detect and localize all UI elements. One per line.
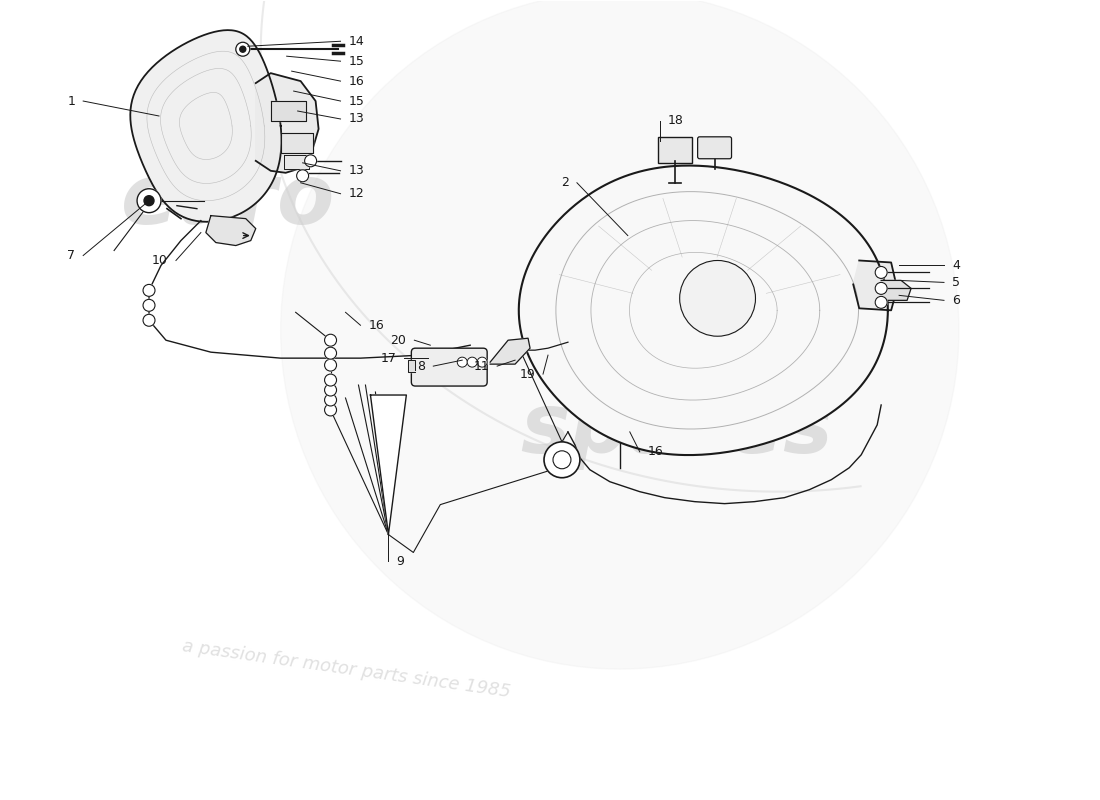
- Polygon shape: [408, 360, 416, 372]
- Text: 7: 7: [67, 249, 75, 262]
- Polygon shape: [255, 73, 319, 173]
- Circle shape: [324, 384, 337, 396]
- Circle shape: [324, 347, 337, 359]
- Polygon shape: [519, 166, 888, 455]
- FancyBboxPatch shape: [658, 137, 692, 163]
- Text: 5: 5: [952, 276, 960, 289]
- Polygon shape: [491, 338, 530, 364]
- Polygon shape: [206, 216, 255, 246]
- Text: 13: 13: [349, 113, 364, 126]
- Polygon shape: [881, 281, 911, 300]
- Circle shape: [477, 357, 487, 367]
- Polygon shape: [130, 30, 282, 222]
- Circle shape: [876, 296, 887, 308]
- Text: 15: 15: [349, 94, 364, 107]
- Circle shape: [144, 196, 154, 206]
- FancyBboxPatch shape: [697, 137, 732, 158]
- Text: 19: 19: [519, 367, 535, 381]
- Circle shape: [544, 442, 580, 478]
- Circle shape: [324, 394, 337, 406]
- Circle shape: [143, 314, 155, 326]
- Circle shape: [297, 170, 309, 182]
- Text: 1: 1: [67, 94, 75, 107]
- Text: 12: 12: [349, 187, 364, 200]
- Polygon shape: [280, 133, 312, 153]
- Text: 15: 15: [349, 54, 364, 68]
- Circle shape: [324, 359, 337, 371]
- Text: 16: 16: [349, 74, 364, 88]
- Circle shape: [458, 357, 468, 367]
- Circle shape: [324, 334, 337, 346]
- Text: 20: 20: [390, 334, 406, 346]
- Text: spares: spares: [520, 390, 833, 470]
- Circle shape: [280, 0, 959, 669]
- Text: 2: 2: [561, 176, 569, 190]
- Text: 16: 16: [648, 446, 663, 458]
- Circle shape: [143, 299, 155, 311]
- Text: 6: 6: [952, 294, 960, 307]
- Polygon shape: [284, 155, 309, 169]
- Circle shape: [876, 282, 887, 294]
- Text: 10: 10: [152, 254, 168, 267]
- Circle shape: [680, 261, 756, 336]
- Text: 14: 14: [349, 34, 364, 48]
- Text: euro: euro: [121, 160, 336, 241]
- Circle shape: [324, 404, 337, 416]
- Text: 16: 16: [368, 318, 384, 332]
- Circle shape: [324, 374, 337, 386]
- Text: 18: 18: [668, 114, 683, 127]
- Circle shape: [143, 285, 155, 296]
- Circle shape: [468, 357, 477, 367]
- Circle shape: [876, 266, 887, 278]
- Polygon shape: [371, 395, 406, 534]
- Text: 4: 4: [952, 259, 960, 272]
- Text: 8: 8: [417, 360, 426, 373]
- Polygon shape: [271, 101, 306, 121]
- Polygon shape: [854, 261, 898, 310]
- FancyBboxPatch shape: [411, 348, 487, 386]
- Text: 13: 13: [349, 164, 364, 178]
- Text: 9: 9: [396, 555, 405, 568]
- Text: a passion for motor parts since 1985: a passion for motor parts since 1985: [180, 637, 512, 701]
- Circle shape: [138, 189, 161, 213]
- Text: 11: 11: [473, 360, 490, 373]
- Text: 17: 17: [381, 352, 396, 365]
- Circle shape: [305, 155, 317, 167]
- Circle shape: [235, 42, 250, 56]
- Circle shape: [240, 46, 245, 52]
